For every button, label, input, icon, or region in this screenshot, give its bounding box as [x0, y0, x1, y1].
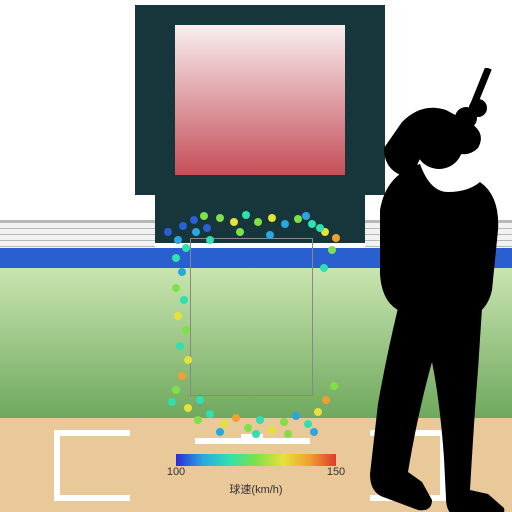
pitch-marker [174, 312, 182, 320]
colorbar-ticks: 100 150 [176, 466, 336, 480]
pitch-marker [281, 220, 289, 228]
chalk-line [60, 430, 130, 436]
pitch-marker [236, 228, 244, 236]
pitch-marker [180, 296, 188, 304]
batter-silhouette [320, 68, 512, 512]
pitch-marker [230, 218, 238, 226]
pitch-marker [168, 398, 176, 406]
pitch-marker [174, 236, 182, 244]
pitch-marker [200, 212, 208, 220]
chalk-line [60, 495, 130, 501]
pitch-marker [216, 214, 224, 222]
pitch-marker [182, 326, 190, 334]
pitch-marker [196, 396, 204, 404]
pitch-marker [242, 211, 250, 219]
pitch-marker [292, 412, 300, 420]
colorbar-gradient [176, 454, 336, 466]
colorbar-label: 球速(km/h) [176, 481, 336, 497]
pitch-marker [206, 236, 214, 244]
pitch-marker [266, 231, 274, 239]
pitch-marker [172, 284, 180, 292]
pitch-marker [254, 218, 262, 226]
pitch-marker [179, 222, 187, 230]
pitch-marker [280, 418, 288, 426]
pitch-marker [244, 424, 252, 432]
tick-100: 100 [167, 466, 185, 478]
pitch-marker [172, 386, 180, 394]
pitch-marker [220, 420, 228, 428]
tick-150: 150 [327, 466, 345, 478]
pitch-marker [302, 212, 310, 220]
pitch-marker [206, 410, 214, 418]
pitch-marker [268, 426, 276, 434]
pitch-marker [308, 220, 316, 228]
pitch-marker [172, 254, 180, 262]
strike-zone [190, 238, 313, 396]
pitch-marker [304, 420, 312, 428]
pitch-marker [194, 416, 202, 424]
pitch-marker [268, 214, 276, 222]
chalk-line [195, 438, 310, 444]
pitch-marker [203, 224, 211, 232]
pitch-marker [252, 430, 260, 438]
pitch-chart: 100 150 球速(km/h) [0, 0, 512, 512]
pitch-marker [164, 228, 172, 236]
pitch-marker [216, 428, 224, 436]
pitch-marker [184, 404, 192, 412]
pitch-marker [176, 342, 184, 350]
pitch-marker [178, 268, 186, 276]
pitch-marker [178, 372, 186, 380]
pitch-marker [294, 215, 302, 223]
pitch-marker [182, 244, 190, 252]
pitch-marker [256, 416, 264, 424]
pitch-marker [190, 216, 198, 224]
stands-left [0, 220, 155, 248]
colorbar: 100 150 球速(km/h) [176, 454, 336, 497]
pitch-marker [184, 356, 192, 364]
chalk-line [54, 430, 60, 501]
pitch-marker [232, 414, 240, 422]
pitch-marker [310, 428, 318, 436]
pitch-marker [192, 228, 200, 236]
pitch-marker [284, 430, 292, 438]
